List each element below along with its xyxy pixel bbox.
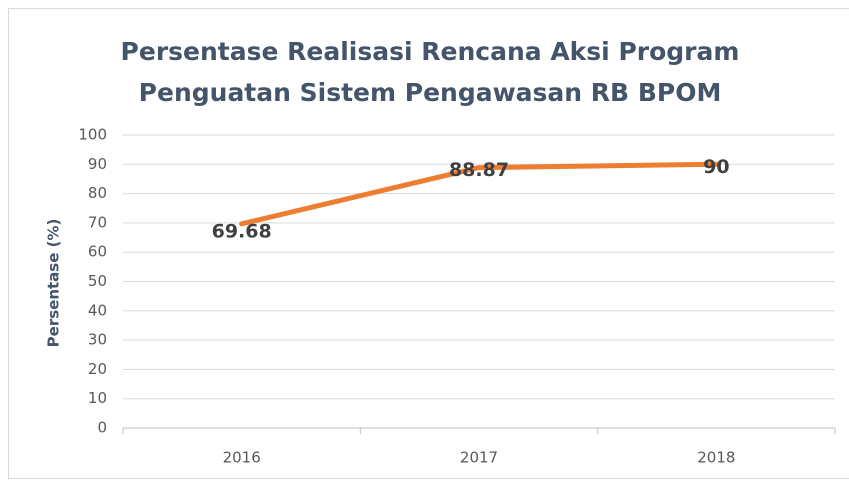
x-tick-label: 2018	[697, 449, 735, 467]
data-label: 88.87	[449, 159, 509, 181]
y-tick-label: 0	[97, 419, 107, 437]
y-tick-label: 100	[78, 126, 107, 144]
y-tick-label: 80	[88, 184, 107, 202]
y-tick-label: 90	[88, 155, 107, 173]
x-tick-label: 2017	[460, 449, 498, 467]
y-tick-label: 70	[88, 213, 107, 231]
y-axis-label: Persentase (%)	[45, 219, 63, 348]
y-tick-label: 50	[88, 272, 107, 290]
data-label: 90	[703, 156, 729, 178]
x-tick-label: 2016	[223, 449, 261, 467]
y-tick-label: 30	[88, 331, 107, 349]
y-tick-label: 20	[88, 360, 107, 378]
line-series	[239, 161, 719, 227]
chart-title: Penguatan Sistem Pengawasan RB BPOM	[139, 78, 722, 107]
chart-title: Persentase Realisasi Rencana Aksi Progra…	[121, 37, 740, 66]
chart-border	[8, 8, 849, 479]
y-tick-label: 60	[88, 243, 107, 261]
data-label: 69.68	[212, 220, 272, 242]
y-tick-label: 40	[88, 301, 107, 319]
y-tick-label: 10	[88, 389, 107, 407]
